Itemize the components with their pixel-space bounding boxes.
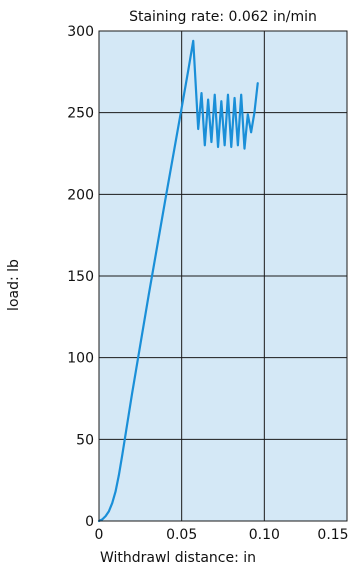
y-tick-label: 50 xyxy=(76,432,94,448)
x-tick-label: 0.15 xyxy=(317,527,348,543)
y-tick-label: 250 xyxy=(67,106,94,122)
y-axis-label: load: lb xyxy=(6,259,22,311)
y-tick-label: 150 xyxy=(67,269,94,285)
x-tick-label: 0 xyxy=(95,527,104,543)
x-tick-label: 0.10 xyxy=(249,527,280,543)
plot-frame xyxy=(98,30,348,522)
y-tick-label: 300 xyxy=(67,24,94,40)
y-tick-label: 0 xyxy=(85,514,94,530)
y-axis-ticks: 0 50 100 150 200 250 300 xyxy=(67,24,94,530)
x-axis-ticks: 0 0.05 0.10 0.15 xyxy=(95,527,349,543)
x-axis-label: Withdrawl distance: in xyxy=(100,550,256,566)
chart-title: Staining rate: 0.062 in/min xyxy=(129,9,317,25)
y-tick-label: 100 xyxy=(67,351,94,367)
series-line xyxy=(97,39,259,523)
x-tick-label: 0.05 xyxy=(166,527,197,543)
y-tick-label: 200 xyxy=(67,187,94,203)
